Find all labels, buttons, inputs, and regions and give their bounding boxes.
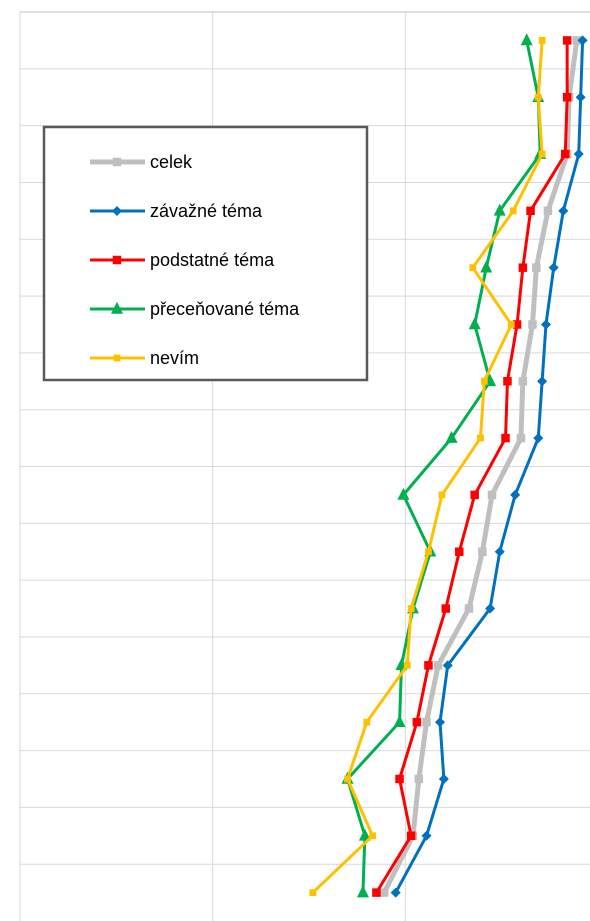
marker <box>395 774 404 784</box>
marker <box>412 717 422 727</box>
marker <box>433 661 443 670</box>
marker <box>493 203 506 216</box>
marker <box>403 661 411 669</box>
legend-box <box>42 125 369 382</box>
series-line <box>375 40 569 894</box>
marker <box>441 604 451 613</box>
legend: celek závažné téma podstatné téma přeceňova… <box>42 125 369 382</box>
marker <box>356 885 369 898</box>
marker <box>477 434 484 442</box>
marker <box>518 263 528 272</box>
marker <box>516 433 526 443</box>
series-line <box>311 40 544 894</box>
marker <box>560 149 570 159</box>
marker <box>577 35 588 46</box>
marker <box>369 832 376 840</box>
marker <box>424 661 433 670</box>
marker <box>478 547 487 556</box>
marker <box>309 889 317 896</box>
marker <box>414 774 424 784</box>
marker <box>469 264 477 272</box>
marker <box>445 430 458 443</box>
marker <box>464 604 474 613</box>
marker <box>379 888 389 897</box>
marker <box>501 433 510 443</box>
series-line <box>346 40 542 893</box>
marker <box>494 546 505 557</box>
marker <box>528 320 537 329</box>
marker <box>532 263 541 272</box>
marker <box>503 377 512 386</box>
legend-label: podstatné téma <box>150 250 275 270</box>
marker <box>422 717 431 727</box>
marker <box>533 433 544 444</box>
legend-label: závažné téma <box>150 201 263 221</box>
marker <box>548 262 559 273</box>
marker <box>518 377 528 386</box>
marker <box>572 36 582 45</box>
marker <box>390 887 401 898</box>
series-line <box>381 40 580 894</box>
marker <box>470 490 479 500</box>
legend-marker <box>112 206 122 216</box>
marker <box>487 490 497 500</box>
marker <box>407 605 415 612</box>
marker <box>537 376 548 387</box>
marker <box>573 149 584 160</box>
legend-marker <box>112 157 122 167</box>
marker <box>485 603 496 614</box>
marker <box>438 491 446 499</box>
marker <box>480 377 488 385</box>
marker <box>363 718 371 726</box>
legend-label: celek <box>150 152 193 172</box>
marker <box>421 830 432 841</box>
series-line <box>394 40 585 894</box>
marker <box>344 775 351 783</box>
marker <box>512 320 522 329</box>
legend-marker <box>111 301 123 314</box>
marker <box>425 548 432 556</box>
marker <box>509 207 517 215</box>
marker <box>406 831 416 841</box>
marker <box>538 150 546 158</box>
legend-label: nevím <box>150 348 199 368</box>
marker <box>480 260 493 273</box>
marker <box>442 660 453 671</box>
marker <box>455 547 464 556</box>
marker <box>534 93 542 101</box>
marker <box>520 33 533 46</box>
marker <box>540 319 551 330</box>
marker <box>558 205 569 216</box>
marker <box>393 714 406 727</box>
marker <box>526 206 535 216</box>
marker <box>507 321 515 328</box>
marker <box>438 773 449 784</box>
legend-marker <box>113 354 121 362</box>
marker <box>510 489 521 500</box>
marker <box>397 487 410 500</box>
marker <box>468 317 481 330</box>
marker <box>543 206 553 216</box>
marker <box>538 37 546 44</box>
marker <box>562 36 572 45</box>
legend-label: přeceňované téma <box>150 299 300 319</box>
marker <box>372 888 381 897</box>
marker <box>435 717 446 728</box>
marker <box>562 92 572 102</box>
marker <box>575 92 586 103</box>
marker <box>358 828 371 841</box>
legend-marker <box>112 255 122 265</box>
